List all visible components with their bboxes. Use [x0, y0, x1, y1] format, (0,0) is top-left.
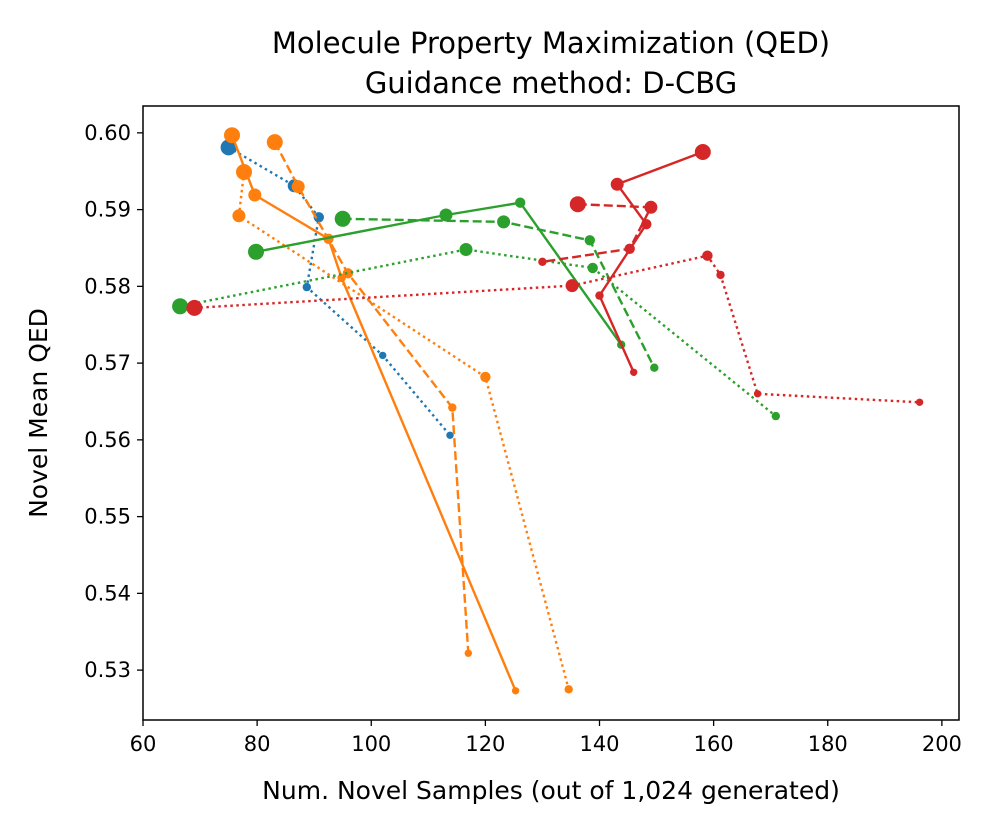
point-orange-dashed-4	[464, 649, 472, 657]
x-tick-label-160: 160	[694, 732, 734, 756]
point-red-dotted-0	[186, 299, 203, 316]
point-green-dotted-1	[459, 243, 473, 256]
y-tick-label-7: 0.60	[84, 121, 131, 145]
series-line-red-dashed	[542, 203, 653, 263]
point-orange-solid-0	[224, 127, 240, 144]
y-tick-label-2: 0.55	[84, 505, 131, 529]
point-red-dotted-5	[915, 398, 924, 406]
y-tick-label-0: 0.53	[84, 658, 131, 682]
series-line-green-solid	[255, 201, 623, 346]
point-green-dashed-1	[497, 215, 511, 229]
point-orange-solid-1	[248, 188, 262, 202]
x-tick-label-200: 200	[922, 732, 962, 756]
plot-area: 60 80 100 120 140 160 180 200 0.53 0.54 0.55 0.56 0.…	[84, 105, 962, 756]
point-green-solid-1	[439, 208, 453, 222]
series-line-blue-dotted	[227, 146, 451, 437]
point-green-dotted-0	[172, 298, 189, 315]
series-line-green-dashed	[342, 217, 656, 369]
x-tick-label-80: 80	[244, 732, 271, 756]
point-blue-dotted-3	[302, 282, 311, 292]
y-tick-label-3: 0.56	[84, 428, 131, 452]
point-red-dotted-2	[702, 250, 713, 261]
series-line-orange-dotted	[237, 171, 570, 690]
point-red-solid-3	[595, 291, 604, 300]
point-orange-dashed-1	[291, 180, 305, 194]
y-axis-label: Novel Mean QED	[24, 308, 53, 518]
x-tick-label-120: 120	[465, 732, 505, 756]
x-tick-label-60: 60	[130, 732, 157, 756]
x-tick-label-100: 100	[351, 732, 391, 756]
chart-title: Molecule Property Maximization (QED)	[272, 26, 830, 60]
axes-frame	[142, 105, 960, 721]
point-green-solid-2	[515, 197, 526, 208]
point-red-solid-4	[630, 368, 638, 376]
point-green-solid-0	[248, 243, 264, 260]
point-green-dashed-3	[650, 363, 659, 372]
point-green-dashed-2	[584, 235, 595, 246]
point-red-dashed-0	[569, 196, 586, 213]
point-blue-dotted-5	[446, 431, 454, 439]
y-tick-label-4: 0.57	[84, 351, 131, 375]
point-orange-dotted-0	[236, 164, 252, 180]
point-red-dotted-3	[716, 270, 725, 280]
point-green-dashed-0	[334, 210, 351, 227]
y-tick-label-1: 0.54	[84, 581, 131, 605]
series-line-green-dotted	[179, 248, 777, 418]
point-blue-dotted-4	[379, 351, 387, 360]
series-line-red-dotted	[194, 254, 920, 404]
point-orange-dashed-3	[448, 403, 457, 412]
x-tick-label-140: 140	[579, 732, 619, 756]
point-red-dashed-2	[624, 243, 635, 254]
point-green-dotted-2	[587, 262, 598, 274]
point-red-dotted-4	[753, 390, 762, 398]
point-red-solid-1	[610, 177, 624, 191]
point-orange-dashed-0	[266, 134, 283, 151]
point-red-dashed-1	[644, 200, 658, 214]
point-red-dashed-3	[538, 257, 547, 266]
point-orange-dotted-1	[232, 209, 246, 223]
point-blue-dotted-0	[220, 139, 237, 156]
point-red-dotted-1	[565, 279, 579, 293]
x-axis-label: Num. Novel Samples (out of 1,024 generat…	[262, 776, 840, 805]
point-orange-dotted-2	[480, 371, 491, 383]
point-orange-dashed-2	[342, 268, 354, 279]
x-tick-label-180: 180	[808, 732, 848, 756]
chart-subtitle: Guidance method: D-CBG	[365, 66, 737, 100]
y-tick-label-5: 0.58	[84, 274, 131, 298]
point-orange-solid-4	[511, 687, 520, 695]
point-red-solid-0	[694, 144, 711, 160]
point-green-dotted-3	[771, 411, 780, 421]
y-tick-label-6: 0.59	[84, 198, 131, 222]
point-orange-dotted-3	[564, 685, 573, 694]
point-blue-dotted-2	[313, 212, 324, 223]
point-red-solid-2	[641, 219, 652, 230]
